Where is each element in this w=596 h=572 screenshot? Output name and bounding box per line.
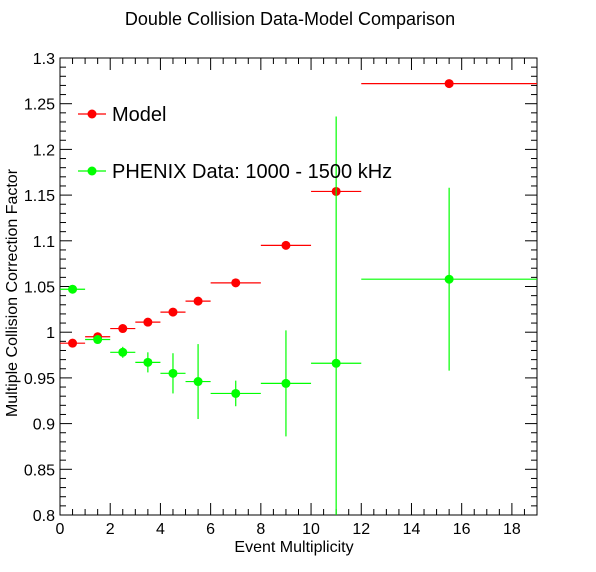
x-tick-label: 12 — [352, 521, 370, 538]
x-axis: 0 2 4 6 8 10 12 14 16 18 — [56, 58, 538, 538]
y-axis-label: Multiple Collision Correction Factor — [4, 168, 21, 417]
y-tick-label: 1.15 — [24, 188, 55, 205]
series-1 — [60, 116, 537, 515]
data-point — [231, 278, 241, 288]
y-tick-label: 0.9 — [33, 417, 55, 434]
data-point — [168, 307, 178, 317]
data-point — [118, 324, 128, 334]
x-tick-label: 16 — [453, 521, 471, 538]
x-tick-label: 2 — [106, 521, 115, 538]
chart-title: Double Collision Data-Model Comparison — [125, 9, 455, 29]
y-tick-label: 1.3 — [33, 51, 55, 68]
data-point — [444, 79, 454, 89]
data-point — [444, 274, 454, 284]
data-point — [68, 284, 78, 294]
y-tick-label: 1 — [46, 325, 55, 342]
data-point — [193, 377, 203, 387]
legend-model-marker — [87, 109, 97, 119]
y-tick-label: 1.2 — [33, 142, 55, 159]
x-tick-label: 18 — [503, 521, 521, 538]
y-tick-label: 0.85 — [24, 462, 55, 479]
y-tick-label: 0.8 — [33, 508, 55, 525]
y-tick-label: 1.1 — [33, 234, 55, 251]
y-tick-label: 1.25 — [24, 97, 55, 114]
x-tick-label: 10 — [302, 521, 320, 538]
y-axis: 0.8 0.85 0.9 0.95 1 1.05 1.1 1.15 1.2 1.25 1.3 — [24, 51, 537, 525]
series-layer — [60, 79, 537, 515]
legend-phenix-marker — [87, 166, 97, 176]
x-tick-label: 4 — [156, 521, 165, 538]
data-point — [193, 296, 203, 306]
data-point — [143, 317, 153, 327]
y-tick-label: 1.05 — [24, 280, 55, 297]
data-point — [168, 368, 178, 378]
data-point — [281, 240, 291, 250]
legend: Model PHENIX Data: 1000 - 1500 kHz — [78, 104, 392, 183]
x-tick-label: 8 — [256, 521, 265, 538]
data-point — [143, 357, 153, 367]
x-axis-label: Event Multiplicity — [234, 539, 353, 556]
legend-phenix-label: PHENIX Data: 1000 - 1500 kHz — [112, 161, 392, 183]
data-point — [281, 378, 291, 388]
data-point — [93, 335, 103, 345]
data-point — [118, 347, 128, 357]
y-tick-label: 0.95 — [24, 371, 55, 388]
data-point — [331, 358, 341, 368]
data-point — [68, 338, 78, 348]
legend-model-label: Model — [112, 104, 166, 126]
x-tick-label: 0 — [56, 521, 65, 538]
x-tick-label: 14 — [403, 521, 421, 538]
x-tick-label: 6 — [206, 521, 215, 538]
data-point — [231, 388, 241, 398]
